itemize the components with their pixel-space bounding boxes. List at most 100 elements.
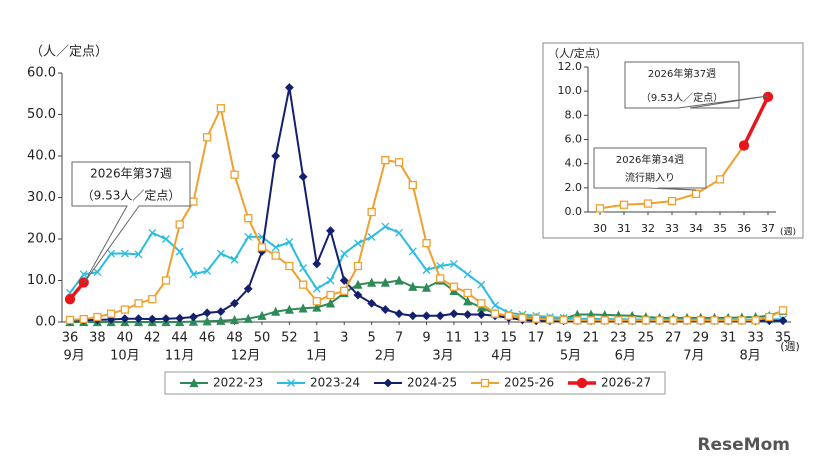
point: [298, 280, 308, 289]
point: [422, 238, 431, 248]
month-label: 7月: [683, 349, 704, 364]
x-tick-label: 34: [689, 222, 703, 235]
x-tick-label: 19: [555, 331, 572, 346]
point: [161, 276, 171, 285]
point: [655, 316, 664, 325]
month-label: 6月: [615, 349, 636, 364]
x-tick-label: 52: [281, 331, 298, 346]
point: [216, 315, 226, 325]
point: [202, 316, 212, 326]
point: [573, 316, 582, 325]
point: [353, 239, 362, 248]
point: [394, 275, 404, 285]
point: [395, 228, 404, 237]
legend-label: 2022-23: [213, 376, 263, 390]
point: [230, 255, 239, 264]
callout: [71, 161, 191, 284]
point: [229, 314, 240, 325]
point: [326, 226, 335, 236]
series: [64, 277, 89, 305]
x-tick-label: 48: [226, 331, 243, 346]
point: [367, 232, 376, 241]
month-label: 1月: [306, 349, 327, 364]
annotation: 2026年第37週: [648, 67, 716, 80]
x-tick-label: 42: [144, 331, 161, 346]
x-tick-label: 33: [665, 222, 679, 235]
point: [203, 266, 212, 275]
point: [619, 200, 629, 209]
point: [244, 214, 253, 223]
point: [216, 104, 225, 113]
point: [162, 235, 170, 243]
point: [696, 316, 705, 325]
x-tick-label: 33: [747, 331, 764, 346]
point: [408, 311, 418, 321]
point: [326, 276, 335, 285]
point: [449, 259, 458, 268]
point: [422, 311, 431, 321]
x-tick-label: 11: [446, 331, 463, 346]
point: [600, 316, 609, 325]
point: [64, 294, 76, 305]
x-tick-label: 21: [583, 331, 600, 346]
annotation: 2026年第37週: [90, 167, 172, 181]
point: [559, 315, 568, 325]
point: [463, 296, 473, 306]
y-tick-label: 4.0: [565, 157, 583, 170]
point: [230, 170, 239, 179]
point: [353, 290, 363, 300]
month-label: 10月: [110, 349, 140, 364]
point: [669, 316, 678, 325]
y-axis-label: （人/定点）: [548, 46, 607, 60]
point: [93, 268, 102, 277]
y-tick-label: 40.0: [27, 149, 56, 164]
point: [188, 312, 198, 322]
point: [189, 270, 198, 279]
point: [586, 316, 596, 325]
point: [449, 309, 459, 319]
point: [340, 286, 349, 296]
point: [284, 83, 294, 92]
annotation: （9.53人／定点）: [641, 91, 723, 104]
x-tick-label: 40: [117, 331, 134, 346]
point: [463, 270, 472, 279]
y-tick-label: 20.0: [27, 232, 56, 247]
point: [148, 295, 157, 304]
x-tick-label: 17: [528, 331, 545, 346]
point: [175, 247, 184, 256]
point: [628, 316, 637, 325]
x-axis-unit: (週): [780, 340, 800, 353]
y-tick-label: 50.0: [27, 107, 56, 122]
point: [325, 298, 336, 308]
point: [134, 314, 143, 324]
point: [422, 266, 431, 275]
point: [353, 261, 363, 271]
point: [408, 247, 417, 256]
x-tick-label: 1: [313, 331, 321, 346]
x-tick-label: 36: [62, 331, 79, 346]
point: [271, 243, 280, 252]
y-tick-label: 6.0: [565, 133, 583, 146]
x-tick-label: 50: [254, 331, 271, 346]
point: [724, 316, 733, 325]
point: [394, 309, 404, 319]
point: [175, 313, 185, 323]
point: [65, 315, 75, 325]
x-tick-label: 7: [395, 331, 403, 346]
point: [504, 311, 513, 320]
point: [243, 284, 253, 294]
point: [271, 251, 280, 260]
y-tick-label: 10.0: [27, 273, 56, 288]
point: [287, 379, 295, 387]
y-tick-label: 0.0: [565, 205, 583, 218]
point: [120, 249, 129, 258]
point: [490, 309, 500, 318]
point: [710, 316, 719, 325]
point: [244, 232, 253, 241]
point: [120, 305, 129, 314]
legend-label: 2026-27: [601, 376, 651, 390]
point: [257, 310, 267, 320]
x-tick-label: 32: [641, 222, 655, 235]
point: [216, 249, 225, 258]
point: [202, 133, 212, 142]
